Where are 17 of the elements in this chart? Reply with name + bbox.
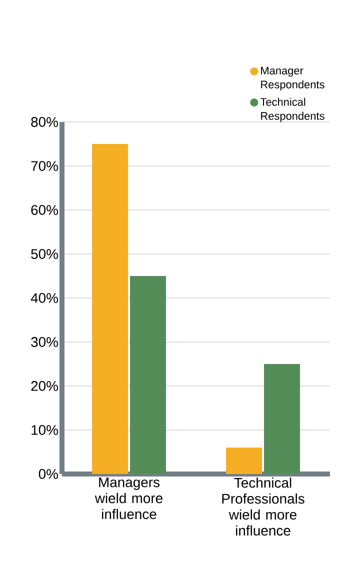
y-tick-label: 70% <box>31 161 58 171</box>
y-tick-label: 30% <box>31 337 58 347</box>
x-tick-label: Managers wield more influence <box>94 478 162 520</box>
bar <box>226 448 262 474</box>
y-tick-label: 60% <box>31 205 58 215</box>
bar <box>92 144 128 474</box>
legend-label: Technical Respondents <box>260 98 324 122</box>
y-tick-label: 0% <box>38 469 58 479</box>
y-tick-label: 10% <box>32 425 58 435</box>
y-tick-label: 20% <box>31 381 58 391</box>
bar <box>264 364 300 474</box>
bar <box>130 276 166 474</box>
y-tick-label: 40% <box>30 293 58 303</box>
y-tick-label: 80% <box>31 117 58 127</box>
x-tick-label: Technical Professionals wield more influence <box>222 478 304 536</box>
y-tick-label: 50% <box>31 249 58 259</box>
legend-label: Manager Respondents <box>261 66 324 91</box>
